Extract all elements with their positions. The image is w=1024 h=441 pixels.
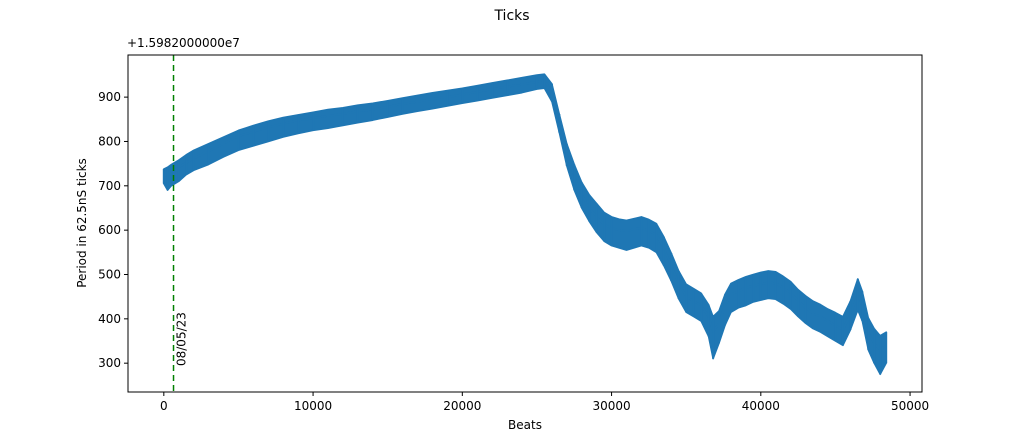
- x-tick-label: 50000: [891, 399, 929, 413]
- y-tick-label: 500: [98, 267, 121, 281]
- x-axis-label: Beats: [508, 418, 542, 432]
- plot-frame: [127, 54, 923, 393]
- y-tick-label: 400: [98, 312, 121, 326]
- y-offset-text: +1.5982000000e7: [127, 36, 240, 50]
- x-tick-label: 0: [160, 399, 168, 413]
- event-marker-label: 08/05/23: [175, 312, 189, 366]
- y-tick-label: 900: [98, 90, 121, 104]
- x-tick-label: 20000: [443, 399, 481, 413]
- x-tick-label: 30000: [592, 399, 630, 413]
- x-axis: 0 10000 20000 30000 40000 50000: [160, 392, 929, 413]
- y-tick-label: 600: [98, 223, 121, 237]
- x-tick-label: 10000: [294, 399, 332, 413]
- y-tick-label: 300: [98, 356, 121, 370]
- y-axis: 300 400 500 600 700 800 900: [98, 90, 128, 370]
- chart-title: Ticks: [493, 8, 529, 24]
- series-group: [162, 73, 888, 376]
- plot-layer: 08/05/23: [162, 55, 888, 392]
- y-axis-label: Period in 62.5nS ticks: [75, 158, 89, 288]
- series-line: [163, 79, 887, 352]
- y-tick-label: 700: [98, 179, 121, 193]
- x-tick-label: 40000: [742, 399, 780, 413]
- y-tick-label: 800: [98, 134, 121, 148]
